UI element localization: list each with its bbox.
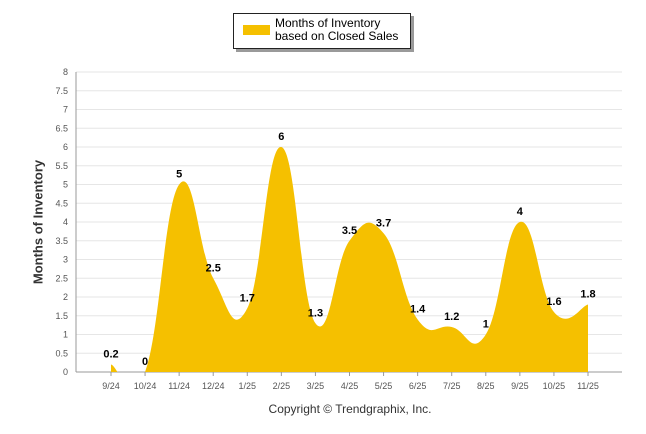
data-label: 1.7 [240, 292, 255, 304]
data-label: 0 [142, 356, 148, 368]
series-area [111, 146, 588, 372]
x-tick-label: 4/25 [341, 381, 359, 391]
y-tick-label: 0.5 [55, 348, 68, 358]
data-label: 4 [517, 206, 524, 218]
y-tick-label: 3 [63, 255, 68, 265]
x-tick-label: 9/24 [102, 381, 120, 391]
x-tick-label: 3/25 [307, 381, 325, 391]
data-label: 6 [278, 131, 284, 143]
x-tick-label: 10/24 [134, 381, 157, 391]
y-tick-label: 3.5 [55, 236, 68, 246]
data-label: 2.5 [206, 262, 221, 274]
x-tick-label: 5/25 [375, 381, 393, 391]
x-tick-label: 10/25 [543, 381, 566, 391]
y-tick-label: 8 [63, 67, 68, 77]
y-tick-label: 6.5 [55, 123, 68, 133]
data-label: 3.5 [342, 225, 357, 237]
y-tick-label: 5.5 [55, 161, 68, 171]
x-tick-label: 11/24 [168, 381, 190, 391]
y-tick-label: 1.5 [55, 311, 68, 321]
y-tick-label: 4.5 [55, 198, 68, 208]
x-tick-label: 7/25 [443, 381, 461, 391]
x-tick-label: 2/25 [273, 381, 291, 391]
data-label: 5 [176, 169, 182, 181]
data-label: 1.8 [580, 289, 595, 301]
y-tick-label: 0 [63, 367, 68, 377]
y-tick-label: 5 [63, 180, 68, 190]
data-label: 1.2 [444, 311, 459, 323]
y-tick-label: 7 [63, 105, 68, 115]
x-tick-label: 1/25 [239, 381, 257, 391]
copyright-footer: Copyright © Trendgraphix, Inc. [268, 402, 432, 416]
x-tick-label: 8/25 [477, 381, 495, 391]
y-tick-label: 2 [63, 292, 68, 302]
data-label: 3.7 [376, 217, 391, 229]
x-tick-label: 12/24 [202, 381, 225, 391]
data-label: 1.3 [308, 307, 323, 319]
y-tick-label: 1 [63, 330, 68, 340]
y-tick-label: 4 [63, 217, 68, 227]
data-label: 1.4 [410, 304, 426, 316]
x-tick-label: 9/25 [511, 381, 529, 391]
y-tick-label: 2.5 [55, 273, 68, 283]
legend-label: Months of Inventory based on Closed Sale… [275, 16, 399, 43]
y-tick-label: 6 [63, 142, 68, 152]
data-label: 0.2 [103, 349, 118, 361]
x-tick-label: 6/25 [409, 381, 427, 391]
data-label: 1.6 [546, 296, 561, 308]
y-tick-label: 7.5 [55, 86, 68, 96]
legend-swatch [243, 25, 270, 35]
data-label: 1 [483, 319, 489, 331]
y-axis-label: Months of Inventory [30, 159, 46, 285]
legend: Months of Inventory based on Closed Sale… [233, 13, 411, 49]
x-tick-label: 11/25 [577, 381, 599, 391]
